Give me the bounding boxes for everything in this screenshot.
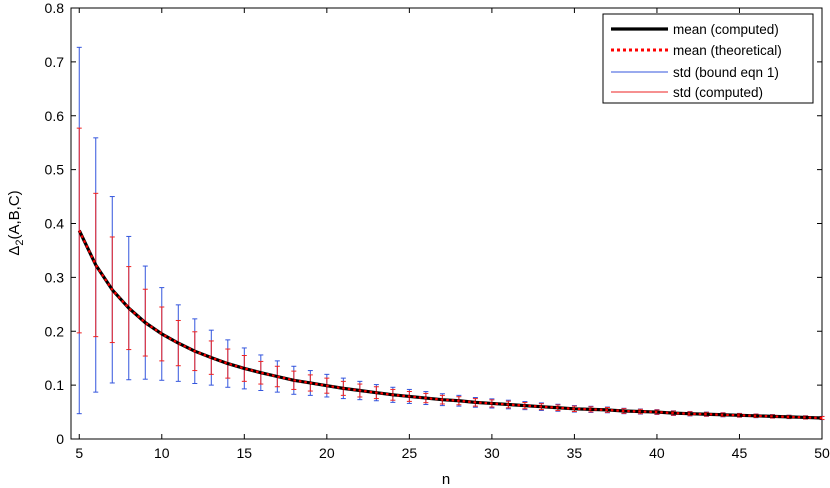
y-tick-label: 0.8 <box>45 0 65 16</box>
x-tick-label: 35 <box>567 445 583 461</box>
y-tick-label: 0.7 <box>45 54 65 70</box>
legend-label-std-computed: std (computed) <box>673 85 763 100</box>
legend: mean (computed) mean (theoretical) std (… <box>602 13 814 104</box>
y-tick-label: 0.2 <box>45 323 65 339</box>
legend-label-mean-computed: mean (computed) <box>673 22 779 37</box>
y-axis-label: Δ2(A,B,C) <box>6 190 26 255</box>
y-tick-label: 0 <box>56 431 64 447</box>
y-tick-label: 0.6 <box>45 108 65 124</box>
x-axis-label: n <box>442 471 450 488</box>
x-tick-label: 10 <box>154 445 170 461</box>
x-tick-label: 45 <box>732 445 748 461</box>
x-tick-label: 20 <box>319 445 335 461</box>
y-tick-label: 0.5 <box>45 162 65 178</box>
series-line-mean-computed <box>77 229 823 420</box>
y-tick-label: 0.1 <box>45 377 65 393</box>
legend-label-mean-theoretical: mean (theoretical) <box>673 43 782 58</box>
x-tick-label: 15 <box>237 445 253 461</box>
y-tick-label: 0.4 <box>45 216 65 232</box>
x-tick-label: 25 <box>402 445 418 461</box>
y-axis: 0 0.1 0.2 0.3 0.4 0.5 0.6 0.7 0.8 <box>45 0 822 447</box>
x-tick-label: 5 <box>75 445 83 461</box>
y-axis-label-main: Δ <box>6 246 23 256</box>
y-axis-label-rest: (A,B,C) <box>6 190 23 239</box>
legend-label-std-bound: std (bound eqn 1) <box>673 65 779 80</box>
y-axis-label-sub: 2 <box>14 240 26 246</box>
y-tick-label: 0.3 <box>45 269 65 285</box>
x-tick-label: 50 <box>814 445 830 461</box>
x-tick-label: 40 <box>649 445 665 461</box>
x-tick-label: 30 <box>484 445 500 461</box>
x-axis: 5 10 15 20 25 30 35 40 45 50 <box>75 8 830 461</box>
line-group <box>77 229 823 420</box>
